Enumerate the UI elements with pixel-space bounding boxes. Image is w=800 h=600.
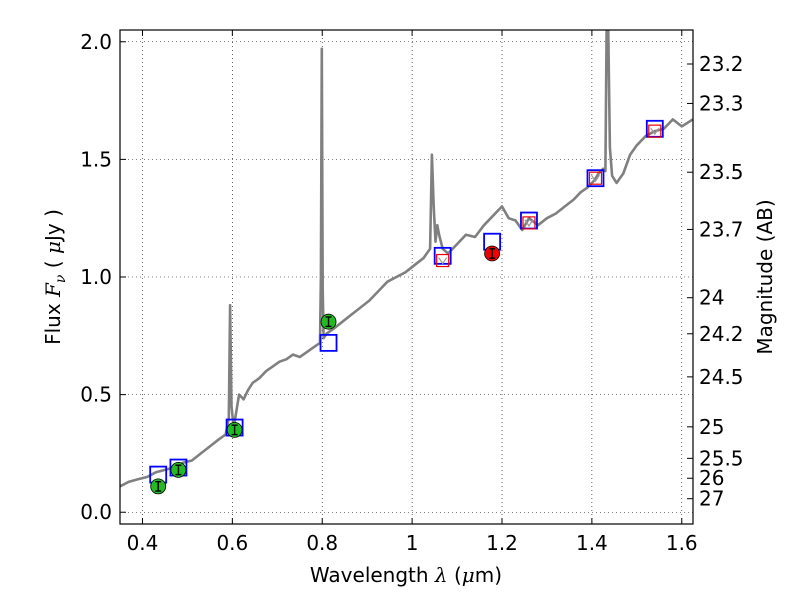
optical-detection-point [226,422,243,438]
upper-limit-marker [648,124,662,138]
optical-detection-point [150,478,167,495]
mag-tick-label: 23.5 [699,160,744,184]
x-tick-label: 0.4 [127,531,159,555]
mag-tick-label: 24 [699,286,724,310]
mag-tick-label: 25 [699,415,724,439]
upper-limit-marker [522,216,536,230]
x-tick-label: 1.6 [666,531,698,555]
y-tick-label: 2.0 [80,30,112,54]
x-axis-label: Wavelength λ (μm) [310,563,502,587]
model-photometry-marker [319,333,338,352]
nir-detection-point [484,245,501,262]
y-tick-label: 1.5 [80,147,112,171]
mag-tick-label: 27 [699,487,724,511]
y-axis-label-right: Magnitude (AB) [753,199,777,354]
optical-detection-point [170,461,187,478]
ticks: 0.4 0.6 0.8 1 1.2 1.4 1.6 0.0 0.5 1.0 1.5 2.0 23.2 23… [80,30,743,555]
x-tick-label: 0.6 [216,531,248,555]
sed-model-line [120,30,693,488]
mag-tick-label: 23.3 [699,91,744,115]
x-tick-label: 1 [406,531,419,555]
x-tick-label: 1.2 [486,531,518,555]
mag-tick-label: 24.2 [699,322,744,346]
y-tick-label: 1.0 [80,265,112,289]
model-photometry-marker [586,169,605,188]
y-tick-label: 0.0 [80,500,112,524]
y-axis-label: Flux Fν ( μJy ) [41,209,69,345]
upper-limit-marker [436,253,450,268]
x-tick-label: 1.4 [576,531,608,555]
x-tick-label: 0.8 [306,531,338,555]
mag-tick-label: 23.7 [699,217,744,241]
mag-tick-label: 24.5 [699,365,744,389]
mag-tick-label: 26 [699,466,724,490]
mag-tick-label: 23.2 [699,52,744,76]
mag-tick-label: 25.5 [699,446,744,470]
upper-limit-marker [588,171,603,185]
photometry-layer [149,119,664,495]
y-tick-label: 0.5 [80,383,112,407]
optical-detection-point [320,313,337,330]
sed-model-layer [120,30,693,488]
